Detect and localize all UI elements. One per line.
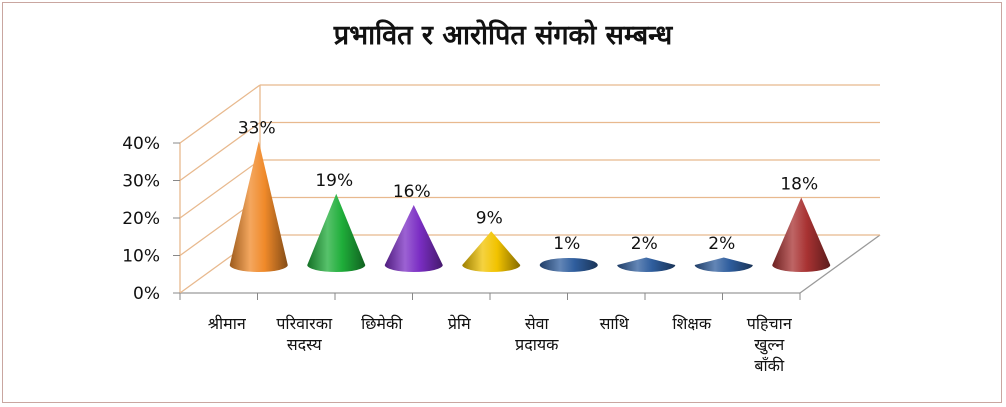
x-category-line: सेवा [525, 314, 550, 333]
cone [694, 257, 753, 272]
cone-body [617, 257, 676, 272]
data-label: 33% [238, 118, 276, 138]
y-axis-ticks: 0% 10% 20% 30% 40% [122, 134, 160, 304]
cone [617, 257, 676, 272]
data-label: 1% [553, 234, 580, 254]
data-label: 16% [393, 182, 431, 202]
x-category-line: खुल्न [754, 335, 785, 355]
x-category-line: प्रेमि [448, 314, 471, 333]
chart-frame [2, 2, 1002, 403]
data-labels: 33% 19% 16% 9% 1% 2% 2% 18% [238, 118, 818, 254]
y-tick-label: 0% [133, 284, 160, 304]
x-category-line: प्रदायक [515, 335, 559, 354]
x-category-line: श्रीमान [208, 314, 247, 333]
cone [307, 193, 366, 272]
y-tick-label: 10% [122, 247, 160, 267]
x-category-line: पहिचान [747, 314, 793, 333]
data-label: 18% [780, 175, 818, 195]
x-category-label: परिवारका सदस्य [276, 314, 333, 354]
cone [772, 197, 831, 272]
y-tick-label: 20% [122, 209, 160, 229]
x-category-line: परिवारका [276, 314, 333, 333]
gridline-side [179, 84, 261, 144]
floor-right-edge [799, 234, 881, 294]
cone-series [229, 141, 831, 272]
y-tick-label: 30% [122, 172, 160, 192]
x-category-line: साथि [600, 314, 630, 333]
x-category-label: प्रेमि [448, 314, 471, 333]
cone-body [772, 197, 831, 272]
y-tick-label: 40% [122, 134, 160, 154]
cone-body [384, 205, 443, 272]
x-category-line: बाँकी [754, 356, 785, 375]
cone-body [229, 141, 288, 272]
x-category-line: छिमेकी [361, 314, 403, 333]
x-category-label: सेवा प्रदायक [515, 314, 559, 354]
cone-body [307, 193, 366, 272]
data-label: 19% [315, 171, 353, 191]
data-label: 9% [476, 208, 503, 228]
data-label: 2% [708, 234, 735, 254]
cone-base [539, 258, 598, 272]
cone [384, 205, 443, 272]
x-category-line: शिक्षक [672, 314, 711, 333]
cone [539, 258, 598, 272]
gridline-side [179, 121, 261, 182]
cone-body [694, 257, 753, 272]
x-axis-categories: श्रीमान परिवारका सदस्य छिमेकी प्रेमि सेवा प्रद… [208, 314, 793, 375]
x-category-label: पहिचान खुल्न बाँकी [747, 314, 793, 375]
x-category-label: शिक्षक [672, 314, 711, 333]
x-category-label: छिमेकी [361, 314, 403, 333]
cone [462, 231, 521, 272]
x-category-label: श्रीमान [208, 314, 247, 333]
cone [229, 141, 288, 272]
x-category-label: साथि [600, 314, 630, 333]
gridlines [173, 84, 880, 300]
data-label: 2% [631, 234, 658, 254]
x-category-line: सदस्य [287, 335, 323, 354]
cone-body [462, 231, 521, 272]
gridline-side [179, 159, 261, 219]
chart-title: प्रभावित र आरोपित संगको सम्बन्ध [333, 19, 674, 51]
